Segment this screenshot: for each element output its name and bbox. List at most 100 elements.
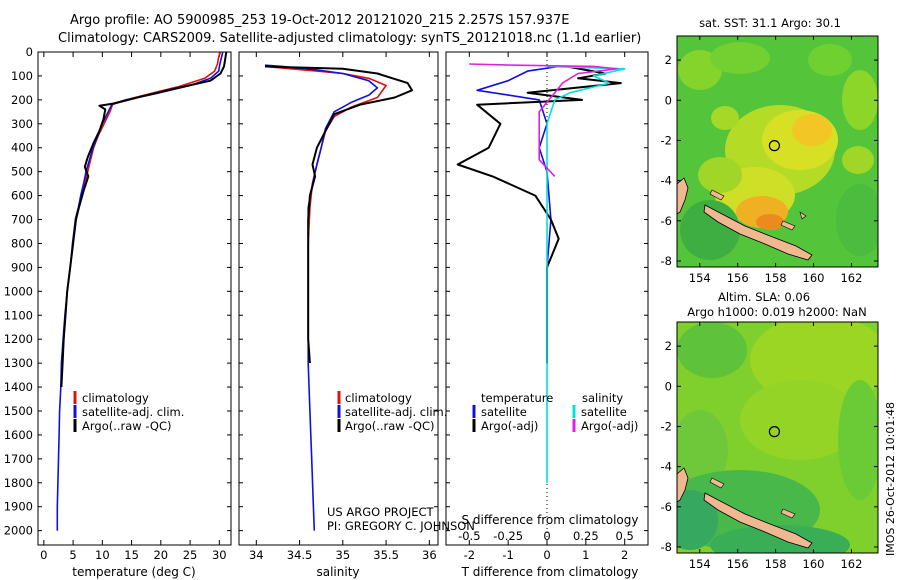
map-x-tick-label: 154 [689,557,711,571]
difference-series [456,63,626,483]
depth-tick-label: 1200 [4,332,33,346]
x-tick-label: 35 [336,548,351,562]
map-x-tick-label: 162 [840,557,862,571]
x-tick-label: 20 [153,548,168,562]
map-y-tick-label: 0 [665,93,672,107]
series-line-climatology [60,52,222,388]
x-tick-label: 0 [40,548,47,562]
t-difference-label: T difference from climatology [461,565,639,579]
legend-label-s-argo: Argo(-adj) [581,419,638,433]
x-tick-label: 30 [212,548,227,562]
s-difference-tick-label: 0 [543,529,550,543]
map-y-tick-label: 2 [665,53,672,67]
depth-tick-label: 1500 [4,404,33,418]
difference-legend: temperature satellite Argo(-adj) salinit… [472,391,638,433]
x-tick-label: 1 [582,548,589,562]
temperature-series [56,52,228,531]
depth-tick-label: 700 [11,213,33,227]
sla-map-panel: Altim. SLA: 0.06 Argo h1000: 0.019 h2000… [661,290,879,571]
sst-map-axes: 154 156 158 160 162 2 0 -2 -4 -6 -8 [661,36,878,285]
depth-tick-label: 2000 [4,524,33,538]
depth-tick-label: 1100 [4,308,33,322]
s-difference-tick-label: -0.25 [493,529,523,543]
chart-title-line2: Climatology: CARS2009. Satellite-adjuste… [58,31,641,46]
depth-tick-label: 1000 [4,284,33,298]
s-difference-tick-label: -0.5 [458,529,480,543]
depth-tick-label: 400 [11,141,33,155]
s-difference-label: S difference from climatology [462,513,639,527]
legend-label-satellite: satellite-adj. clim. [82,405,184,419]
sst-map-image [677,36,878,267]
depth-tick-label: 1700 [4,452,33,466]
series-line-argo-raw-qc [60,52,228,388]
project-label: US ARGO PROJECT [327,505,435,519]
temperature-x-axis: 0 5 10 15 20 25 30 [40,52,227,562]
temperature-plot-frame [37,51,232,546]
salinity-plot-frame [238,51,439,546]
s-difference-tick-label: 0.5 [616,529,634,543]
timestamp-stamp: IMOS 26-Oct-2012 10:01:48 [884,402,897,556]
map-x-tick-label: 158 [765,557,787,571]
depth-tick-label: 500 [11,165,33,179]
map-x-tick-label: 160 [803,557,825,571]
map-y-tick-label: -8 [661,540,672,554]
legend-title-salinity: salinity [582,391,623,405]
salinity-legend: climatology satellite-adj. clim. Argo(..… [337,391,447,433]
map-y-tick-label: 2 [665,339,672,353]
x-tick-label: 34.5 [287,548,313,562]
x-tick-label: 34 [249,548,264,562]
sst-map-title: sat. SST: 31.1 Argo: 30.1 [699,16,841,30]
map-x-tick-label: 154 [689,271,711,285]
map-x-tick-label: 158 [765,271,787,285]
map-y-tick-label: -2 [661,419,672,433]
salinity-depth-ticks [239,51,438,532]
series-line-satellite-adj-clim [56,52,224,531]
x-tick-label: 35.5 [373,548,399,562]
depth-tick-label: 1400 [4,380,33,394]
temperature-legend: climatology satellite-adj. clim. Argo(..… [73,391,184,433]
depth-tick-label: 1600 [4,428,33,442]
legend-label-s-satellite: satellite [581,405,627,419]
series-line-salinity-satellite [546,65,626,483]
map-x-tick-label: 156 [727,271,749,285]
map-y-tick-label: -2 [661,133,672,147]
legend-label-argo: Argo(..raw -QC) [345,419,435,433]
map-y-tick-label: -8 [661,254,672,268]
map-x-tick-label: 160 [803,271,825,285]
sla-map-title-line2: Argo h1000: 0.019 h2000: NaN [687,305,866,319]
x-tick-label: -1 [502,548,513,562]
legend-label-satellite: satellite-adj. clim. [345,405,447,419]
salinity-x-axis: 34 34.5 35 35.5 36 [249,52,437,562]
sla-map-frame [676,321,879,554]
legend-label-climatology: climatology [82,391,149,405]
difference-panel: -2 -1 0 1 2 -0.5 -0.25 0 0.25 0.5 S difference f… [445,51,649,579]
legend-label-argo: Argo(..raw -QC) [82,419,172,433]
x-tick-label: 10 [95,548,110,562]
sla-map-axes: 154 156 158 160 162 2 0 -2 -4 -6 -8 [661,322,878,571]
legend-title-temperature: temperature [481,391,553,405]
t-difference-x-axis: -2 -1 0 1 2 [464,52,628,562]
temperature-panel: 0100200300400500600700800900100011001200… [4,45,232,579]
series-line-climatology [264,65,387,328]
depth-tick-label: 0 [26,45,33,59]
depth-tick-label: 200 [11,93,33,107]
series-line-salinity-argo-adj [469,63,618,177]
series-line-satellite-adj-clim [264,64,379,531]
map-y-tick-label: -4 [661,174,672,188]
argo-position-marker [768,426,781,438]
map-y-tick-label: -4 [661,460,672,474]
x-tick-label: 25 [183,548,198,562]
depth-tick-label: 100 [11,69,33,83]
x-tick-label: 36 [422,548,437,562]
s-difference-tick-labels: -0.5 -0.25 0 0.25 0.5 [458,529,634,543]
depth-tick-label: 1300 [4,356,33,370]
map-x-tick-label: 162 [840,271,862,285]
x-tick-label: 5 [69,548,76,562]
depth-tick-label: 800 [11,236,33,250]
legend-label-climatology: climatology [345,391,412,405]
sla-map-image [677,322,878,553]
sst-map-panel: sat. SST: 31.1 Argo: 30.1 154 156 1 [661,16,879,285]
sst-map-frame [676,35,879,268]
map-y-tick-label: -6 [661,214,672,228]
